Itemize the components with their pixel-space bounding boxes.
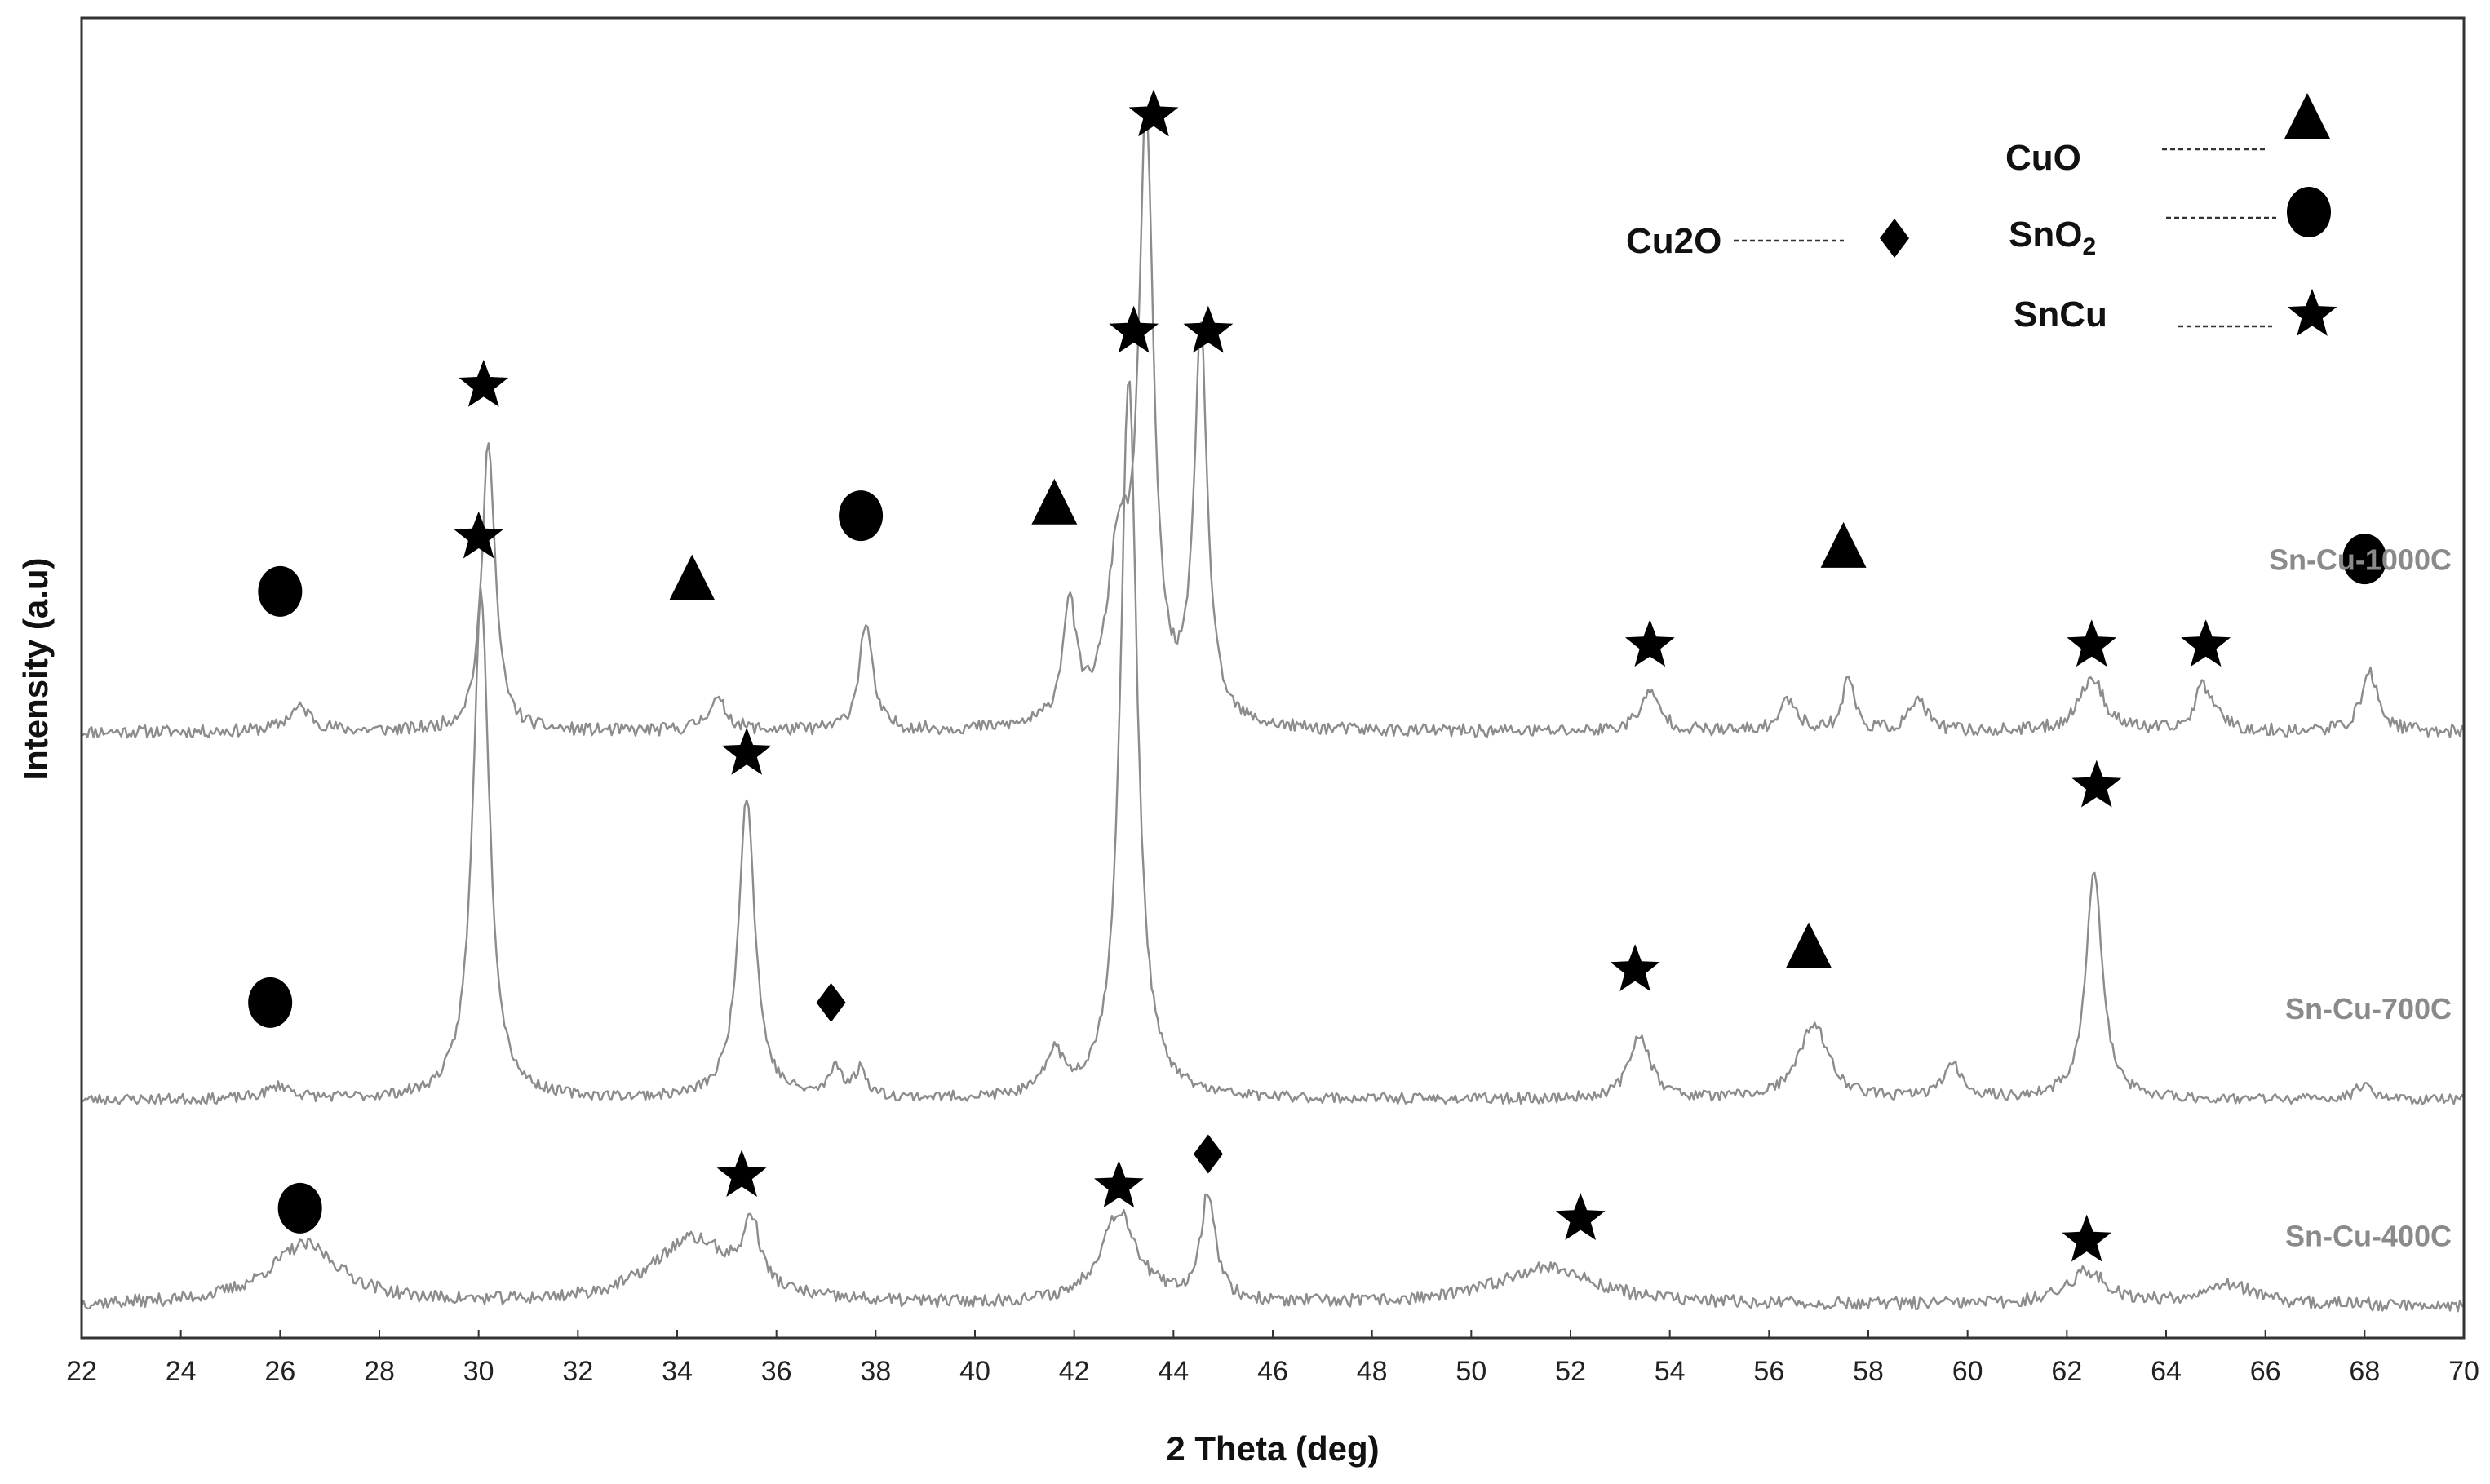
series-label: Sn-Cu-700C: [2285, 992, 2452, 1026]
x-tick-label: 60: [1952, 1356, 1983, 1387]
y-axis-label: Intensity (a.u): [16, 557, 55, 780]
star-marker: [1109, 305, 1159, 353]
series-line-Sn-Cu-400C: [80, 1193, 2465, 1313]
x-tick-label: 62: [2051, 1356, 2082, 1387]
series-label: Sn-Cu-1000C: [2269, 543, 2452, 576]
circle-marker: [248, 977, 293, 1028]
x-tick-label: 26: [264, 1356, 295, 1387]
star-marker: [2062, 1214, 2112, 1262]
x-axis-label: 2 Theta (deg): [1166, 1429, 1379, 1468]
traces-layer: [80, 111, 2466, 1313]
star-marker: [2181, 619, 2231, 667]
x-tick-label: 24: [166, 1356, 197, 1387]
diamond-marker: [816, 982, 846, 1022]
x-tick-label: 50: [1455, 1356, 1486, 1387]
legend-star-icon: [2287, 289, 2337, 336]
x-tick-label: 34: [662, 1356, 693, 1387]
series-line-Sn-Cu-700C: [81, 380, 2465, 1105]
triangle-marker: [1786, 922, 1832, 968]
star-marker: [716, 1150, 767, 1197]
legend: CuO SnO2 SnCu Cu2O: [1626, 93, 2337, 336]
x-tick-label: 70: [2448, 1356, 2479, 1387]
x-tick-label: 42: [1059, 1356, 1090, 1387]
legend-label: Cu2O: [1626, 221, 1721, 261]
x-tick-label: 36: [761, 1356, 792, 1387]
x-tick-label: 44: [1158, 1356, 1189, 1387]
star-marker: [1555, 1193, 1606, 1240]
x-tick-label: 30: [463, 1356, 494, 1387]
triangle-marker: [669, 554, 716, 600]
x-tick-label: 28: [364, 1356, 395, 1387]
series-labels-layer: Sn-Cu-1000C Sn-Cu-700C Sn-Cu-400C: [2269, 543, 2452, 1252]
circle-marker: [258, 565, 303, 617]
star-marker: [1610, 944, 1660, 991]
star-marker: [1183, 305, 1234, 353]
circle-marker: [839, 490, 884, 542]
x-tick-label: 32: [562, 1356, 593, 1387]
star-marker: [721, 727, 772, 775]
circle-marker: [2342, 534, 2387, 585]
triangle-marker: [1031, 478, 1078, 525]
x-tick-label: 54: [1655, 1356, 1686, 1387]
star-marker: [1624, 619, 1675, 667]
legend-label: SnO2: [2009, 215, 2096, 260]
x-tick-label: 38: [860, 1356, 891, 1387]
x-tick-label: 52: [1555, 1356, 1586, 1387]
x-tick-label: 46: [1257, 1356, 1288, 1387]
x-ticks-layer: 22 24 26 28 30 32 34 36 38 40 42 44 46 48 50 52 54 56 58 60…: [66, 1330, 2479, 1387]
star-marker: [454, 511, 504, 559]
series-label: Sn-Cu-400C: [2285, 1219, 2452, 1252]
star-marker: [459, 359, 509, 407]
x-tick-label: 58: [1853, 1356, 1884, 1387]
legend-circle-icon: [2287, 187, 2331, 237]
markers-layer: [248, 89, 2387, 1262]
star-marker: [1094, 1160, 1144, 1208]
x-tick-label: 64: [2151, 1356, 2182, 1387]
x-tick-label: 40: [959, 1356, 990, 1387]
x-tick-label: 48: [1357, 1356, 1388, 1387]
legend-triangle-icon: [2284, 93, 2330, 139]
star-marker: [1128, 89, 1179, 137]
legend-label: SnCu: [2014, 295, 2107, 334]
x-tick-label: 56: [1753, 1356, 1784, 1387]
legend-diamond-icon: [1880, 219, 1909, 258]
x-tick-label: 66: [2250, 1356, 2281, 1387]
circle-marker: [277, 1182, 322, 1234]
x-tick-label: 22: [66, 1356, 97, 1387]
star-marker: [2067, 619, 2117, 667]
triangle-marker: [1820, 521, 1867, 568]
x-tick-label: 68: [2349, 1356, 2380, 1387]
diamond-marker: [1193, 1134, 1223, 1174]
legend-label: CuO: [2005, 138, 2081, 178]
star-marker: [2071, 760, 2122, 808]
